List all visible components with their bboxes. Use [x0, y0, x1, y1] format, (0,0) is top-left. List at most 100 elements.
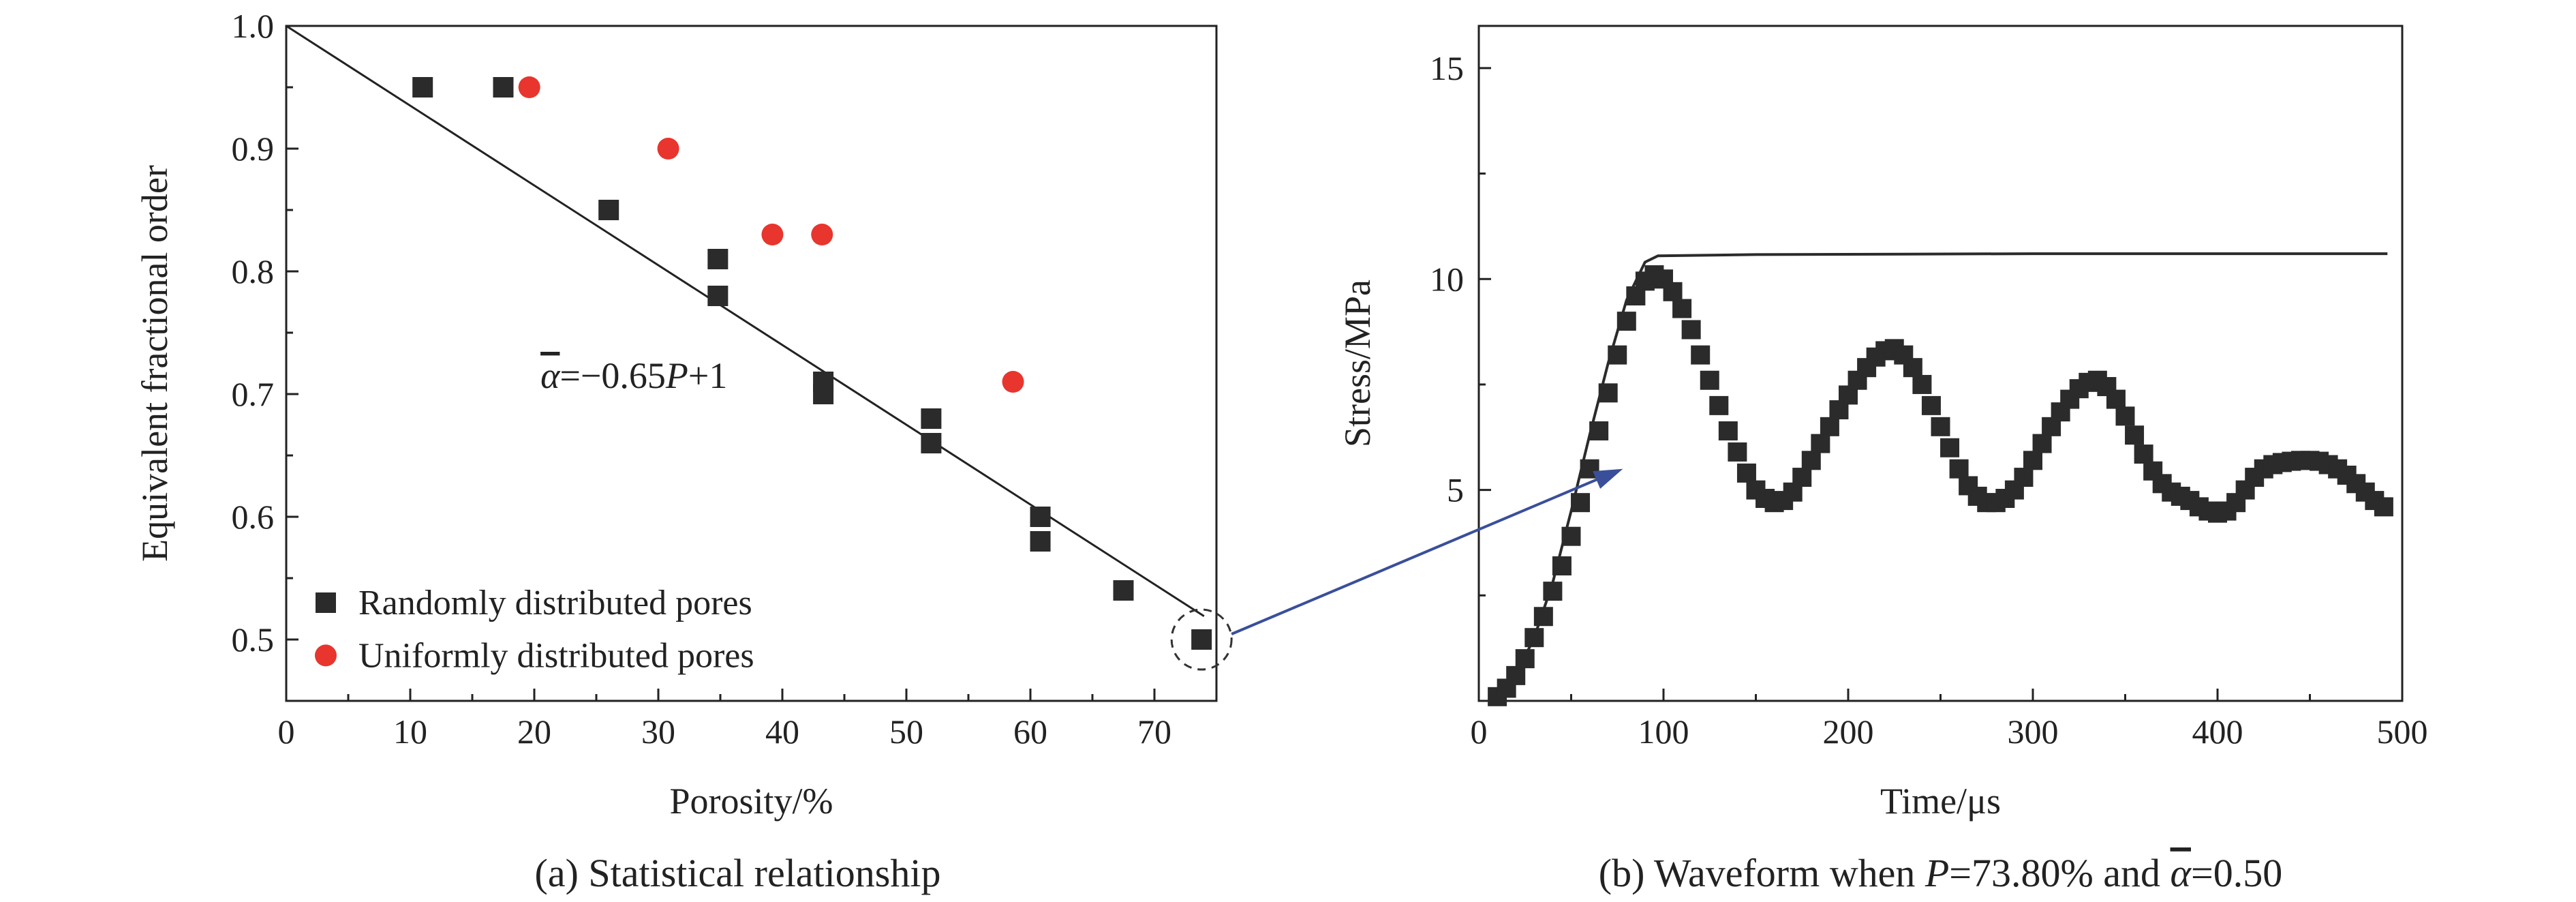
fit-line [286, 25, 1205, 618]
panel-b-caption-part-0: (b) Waveform when [1599, 851, 1925, 895]
waveform-point-25 [1718, 421, 1738, 440]
waveform-point-4 [1524, 628, 1544, 648]
waveform-point-68 [2115, 406, 2135, 426]
waveform-point-9 [1571, 493, 1591, 513]
panel-a-xtick-label-5: 50 [889, 712, 923, 751]
random-pore-point-12 [1191, 629, 1212, 650]
waveform-point-8 [1561, 526, 1581, 546]
panel-b-xtick-label-2: 200 [1823, 712, 1874, 751]
waveform-point-58 [2023, 451, 2042, 470]
panel-a-ytick-label-2: 0.7 [232, 375, 275, 413]
panel-b-xtick-label-3: 300 [2008, 712, 2059, 751]
waveform-point-13 [1608, 345, 1627, 365]
waveform-point-20 [1672, 299, 1692, 318]
panel-a-ytick-label-0: 0.5 [232, 620, 275, 659]
waveform-point-48 [1931, 417, 1950, 436]
panel-a-xtick-label-4: 40 [765, 712, 799, 751]
waveform-point-5 [1533, 607, 1553, 627]
panel-a-caption: (a) Statistical relationship [535, 851, 941, 895]
panel-b-xlabel: Time/μs [1880, 781, 2001, 822]
waveform-point-3 [1515, 649, 1535, 669]
panel-b-ytick-label-2: 15 [1430, 49, 1464, 87]
waveform-point-21 [1681, 320, 1701, 340]
legend-marker-uniform [315, 644, 337, 667]
random-pore-point-2 [598, 200, 619, 220]
panel-b-ylabel: Stress/MPa [1337, 280, 1378, 447]
random-pore-point-9 [1030, 507, 1051, 527]
panel-b-caption-part-1: P [1925, 851, 1949, 895]
fit-equation-part-3: +1 [688, 355, 727, 396]
waveform-point-11 [1589, 421, 1609, 440]
waveform-point-19 [1663, 282, 1683, 301]
waveform-point-14 [1616, 312, 1636, 331]
legend-label-uniform: Uniformly distributed pores [358, 636, 754, 675]
panel-a-xtick-label-0: 0 [278, 712, 295, 751]
waveform-point-2 [1506, 665, 1526, 685]
connector-line [1231, 472, 1610, 635]
panel-b: 0 100 200 300 400 500 5 10 15 Time/μs Stress/MPa (b… [1337, 25, 2428, 895]
random-pore-point-4 [707, 286, 729, 306]
waveform-point-27 [1736, 463, 1756, 483]
legend-label-random: Randomly distributed pores [358, 584, 752, 622]
panel-b-ytick-label-1: 10 [1430, 260, 1464, 298]
fit-equation: α=−0.65P+1 [540, 355, 727, 396]
legend-marker-random [316, 592, 336, 613]
panel-b-ytick-label-0: 5 [1447, 471, 1464, 509]
uniform-pore-point-0 [518, 76, 540, 98]
panel-a-ytick-label-5: 1.0 [232, 7, 275, 45]
panel-b-xtick-label-1: 100 [1638, 712, 1689, 751]
panel-a: 0 10 20 30 40 50 60 70 0.5 0.6 0.7 0.8 0.9 1.0 α=−0.65… [134, 7, 1233, 895]
waveform-point-46 [1912, 374, 1932, 394]
random-pore-point-10 [1030, 531, 1051, 552]
highlight-circle [1170, 608, 1233, 671]
panel-a-xtick-label-1: 10 [393, 712, 427, 751]
random-pore-point-8 [921, 433, 942, 453]
panel-b-caption-part-4: =0.50 [2191, 851, 2282, 895]
waveform-point-57 [2014, 468, 2034, 487]
waveform-point-47 [1921, 395, 1941, 415]
uniform-pore-point-1 [657, 138, 679, 160]
random-pore-point-11 [1113, 580, 1134, 601]
waveform-point-7 [1552, 556, 1571, 575]
panel-b-xtick-label-4: 400 [2192, 712, 2243, 751]
waveform-point-26 [1728, 442, 1747, 462]
waveform-point-12 [1598, 383, 1618, 403]
uniform-pore-point-3 [811, 224, 833, 245]
panel-a-xtick-label-3: 30 [641, 712, 675, 751]
waveform-point-69 [2125, 425, 2145, 445]
waveform-point-45 [1903, 358, 1922, 378]
fit-equation-part-0: α [540, 355, 561, 396]
panel-b-caption-part-3: α [2171, 851, 2192, 895]
waveform-point-49 [1940, 438, 1960, 457]
waveform-point-33 [1792, 468, 1812, 487]
uniform-pore-point-4 [1002, 371, 1024, 393]
random-pore-point-7 [921, 408, 942, 429]
waveform-point-70 [2134, 445, 2153, 464]
panel-a-ytick-label-3: 0.8 [232, 252, 275, 290]
panel-b-caption-part-2: =73.80% and [1949, 851, 2170, 895]
waveform-point-35 [1811, 434, 1830, 453]
fit-equation-part-1: =−0.65 [559, 355, 665, 396]
panel-a-frame [285, 25, 1218, 702]
panel-a-ytick-label-1: 0.6 [232, 498, 275, 536]
panel-b-caption: (b) Waveform when P=73.80% and α=0.50 [1599, 851, 2282, 895]
fit-equation-part-2: P [665, 355, 688, 396]
connector-arrowhead [1593, 468, 1623, 489]
waveform-point-36 [1820, 417, 1839, 436]
waveform-point-50 [1949, 459, 1969, 479]
waveform-point-24 [1709, 395, 1729, 415]
random-pore-point-3 [707, 249, 729, 269]
waveform-point-59 [2032, 434, 2052, 453]
waveform-point-6 [1543, 582, 1563, 601]
panel-a-xtick-label-7: 70 [1137, 712, 1171, 751]
panel-b-xtick-label-0: 0 [1471, 712, 1488, 751]
panel-b-xtick-label-5: 500 [2377, 712, 2428, 751]
waveform-point-96 [2374, 497, 2393, 517]
panel-a-xtick-label-6: 60 [1013, 712, 1047, 751]
panel-a-xtick-label-2: 20 [517, 712, 551, 751]
uniform-pore-point-2 [761, 224, 784, 245]
random-pore-point-6 [813, 384, 834, 404]
panel-a-ytick-label-4: 0.9 [232, 130, 275, 168]
waveform-point-34 [1801, 451, 1821, 470]
connector [1231, 468, 1623, 635]
